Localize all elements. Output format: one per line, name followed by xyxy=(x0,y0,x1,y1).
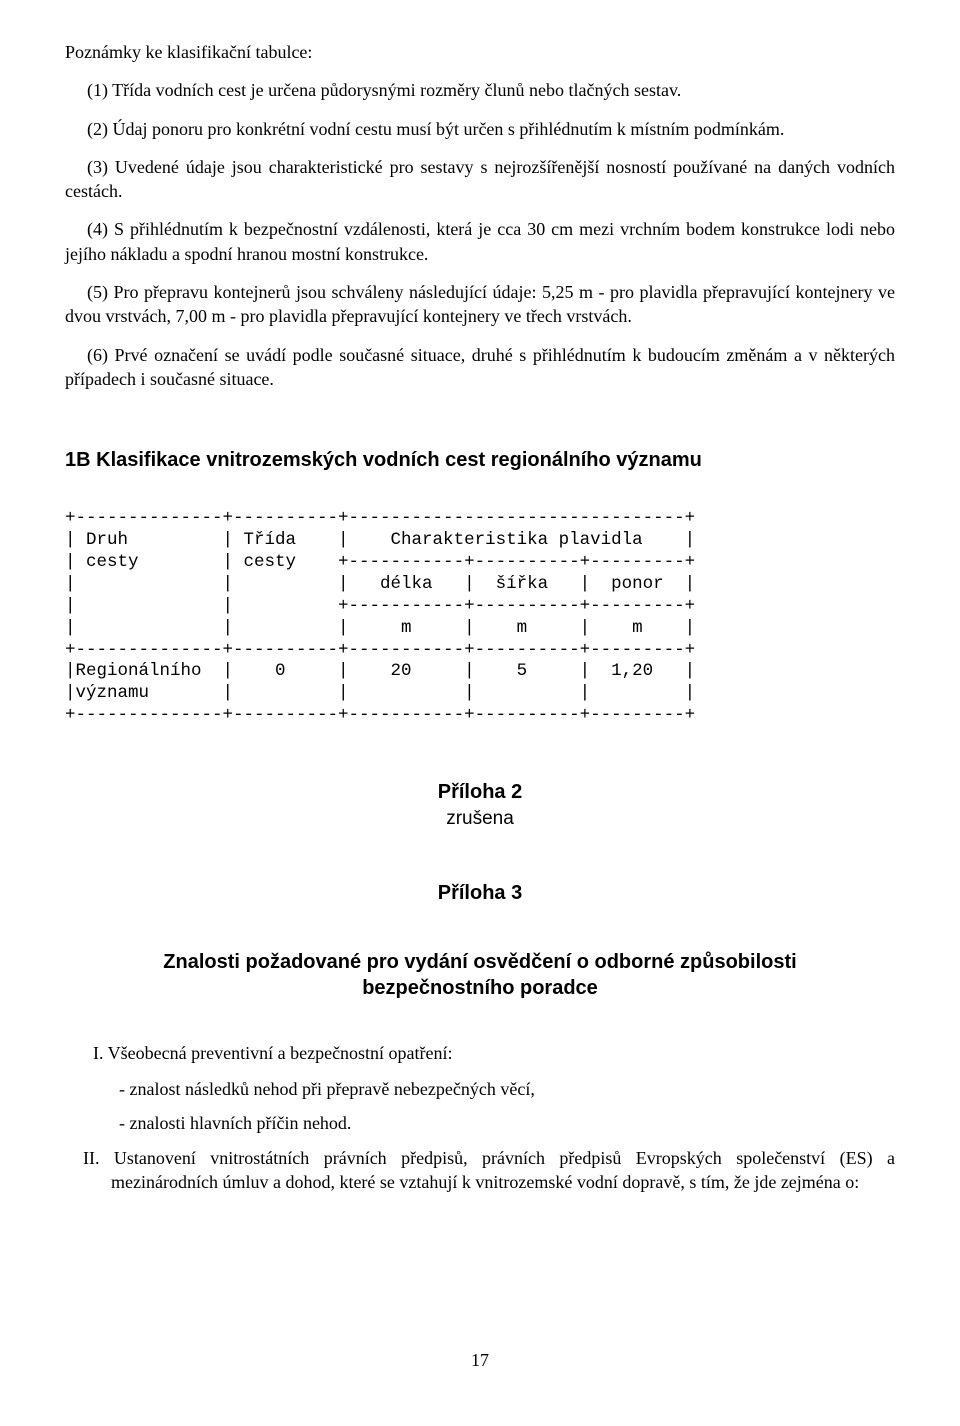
item-II: II. Ustanovení vnitrostátních právních p… xyxy=(83,1146,895,1195)
dash-2: - znalosti hlavních příčin nehod. xyxy=(119,1111,895,1135)
appendix-2-status: zrušena xyxy=(65,806,895,832)
page-number: 17 xyxy=(65,1348,895,1372)
appendix-2-title: Příloha 2 xyxy=(65,779,895,806)
note-4-text: (4) S přihlédnutím k bezpečnostní vzdále… xyxy=(65,219,895,263)
note-2: (2) Údaj ponoru pro konkrétní vodní cest… xyxy=(65,117,895,141)
note-3-text: (3) Uvedené údaje jsou charakteristické … xyxy=(65,157,895,201)
appendix-3: Příloha 3 xyxy=(65,880,895,907)
note-2-text: (2) Údaj ponoru pro konkrétní vodní cest… xyxy=(87,119,784,139)
note-5-text: (5) Pro přepravu kontejnerů jsou schvále… xyxy=(65,282,895,326)
appendix-3-heading-line1: Znalosti požadované pro vydání osvědčení… xyxy=(163,951,796,973)
dash-1: - znalost následků nehod při přepravě ne… xyxy=(119,1077,895,1101)
appendix-3-title: Příloha 3 xyxy=(65,880,895,907)
section-1b-heading: 1B Klasifikace vnitrozemských vodních ce… xyxy=(65,447,895,474)
note-1: (1) Třída vodních cest je určena půdorys… xyxy=(65,78,895,102)
classification-table: +--------------+----------+-------------… xyxy=(65,508,895,727)
item-I: I. Všeobecná preventivní a bezpečnostní … xyxy=(93,1041,895,1065)
note-6: (6) Prvé označení se uvádí podle současn… xyxy=(65,343,895,392)
note-1-text: (1) Třída vodních cest je určena půdorys… xyxy=(87,80,681,100)
note-4: (4) S přihlédnutím k bezpečnostní vzdále… xyxy=(65,217,895,266)
note-5: (5) Pro přepravu kontejnerů jsou schvále… xyxy=(65,280,895,329)
notes-heading: Poznámky ke klasifikační tabulce: xyxy=(65,40,895,64)
appendix-3-heading-line2: bezpečnostního poradce xyxy=(362,977,598,999)
note-6-text: (6) Prvé označení se uvádí podle současn… xyxy=(65,345,895,389)
appendix-3-heading: Znalosti požadované pro vydání osvědčení… xyxy=(65,949,895,1001)
appendix-2: Příloha 2 zrušena xyxy=(65,779,895,832)
note-3: (3) Uvedené údaje jsou charakteristické … xyxy=(65,155,895,204)
